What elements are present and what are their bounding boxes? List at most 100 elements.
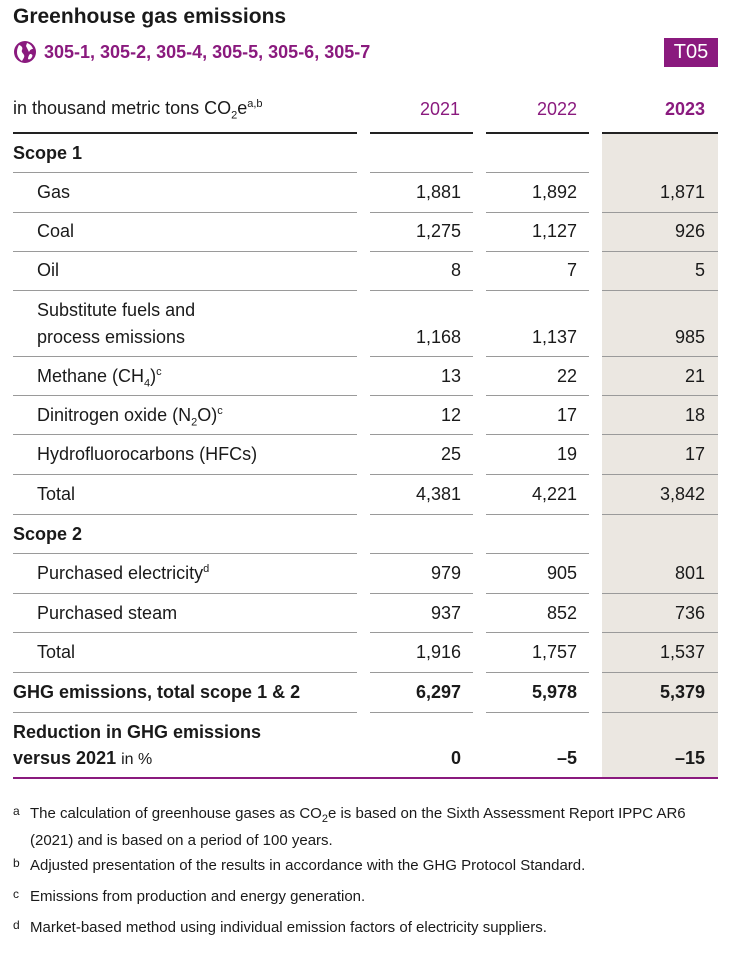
row-label-methane: Methane (CH4)c <box>37 366 162 390</box>
cell-methane-2022: 22 <box>556 366 577 386</box>
cell-scope2-total-2022: 1,757 <box>531 642 577 662</box>
row-divider <box>13 553 357 554</box>
footnote-d: d Market-based method using individual e… <box>13 918 547 936</box>
cell-coal-2022: 1,127 <box>531 221 577 241</box>
row-divider <box>486 395 589 396</box>
cell-substitute-2021: 1,168 <box>415 327 461 347</box>
scope2-heading: Scope 2 <box>13 524 83 544</box>
header-rule <box>602 132 718 134</box>
row-divider <box>370 474 473 475</box>
header-rule <box>486 132 589 134</box>
row-divider <box>602 593 718 594</box>
row-divider <box>13 672 357 673</box>
gri-codes: 305-1, 305-2, 305-4, 305-5, 305-6, 305-7 <box>44 41 371 62</box>
row-divider <box>370 712 473 713</box>
row-divider <box>602 672 718 673</box>
row-label-purchased-electricity: Purchased electricityd <box>37 563 210 583</box>
row-divider <box>486 514 589 515</box>
row-divider <box>13 356 357 357</box>
cell-methane-2021: 13 <box>440 366 461 386</box>
row-divider <box>370 672 473 673</box>
header-rule <box>370 132 473 134</box>
row-divider <box>602 356 718 357</box>
row-divider <box>370 434 473 435</box>
cell-steam-2023: 736 <box>674 603 705 623</box>
row-divider <box>486 212 589 213</box>
globe-icon <box>14 41 36 63</box>
row-divider <box>602 632 718 633</box>
row-divider <box>602 212 718 213</box>
row-divider <box>602 514 718 515</box>
footnote-a: a The calculation of greenhouse gases as… <box>13 804 686 849</box>
row-divider <box>602 395 718 396</box>
cell-ghg-total-2021: 6,297 <box>415 682 461 702</box>
cell-electricity-2021: 979 <box>430 563 461 583</box>
row-divider <box>486 251 589 252</box>
cell-reduction-2022: –5 <box>556 748 577 768</box>
row-divider <box>370 632 473 633</box>
row-divider <box>370 395 473 396</box>
table-id-badge: T05 <box>664 38 718 67</box>
cell-coal-2023: 926 <box>674 221 705 241</box>
year-2022-header: 2022 <box>536 99 577 119</box>
row-divider <box>486 474 589 475</box>
cell-ghg-total-2022: 5,978 <box>531 682 577 702</box>
row-divider <box>370 172 473 173</box>
row-divider <box>602 474 718 475</box>
row-label-ghg-total: GHG emissions, total scope 1 & 2 <box>13 682 301 702</box>
row-label-coal: Coal <box>37 221 75 241</box>
row-divider <box>370 212 473 213</box>
cell-substitute-2022: 1,137 <box>531 327 577 347</box>
gri-reference: 305-1, 305-2, 305-4, 305-5, 305-6, 305-7 <box>13 40 370 64</box>
row-divider <box>486 553 589 554</box>
row-label-purchased-steam: Purchased steam <box>37 603 178 623</box>
row-label-oil: Oil <box>37 260 59 280</box>
row-divider <box>13 632 357 633</box>
footnote-c: c Emissions from production and energy g… <box>13 887 366 905</box>
row-label-scope1-total: Total <box>37 484 76 504</box>
row-divider <box>13 251 357 252</box>
row-divider <box>13 395 357 396</box>
cell-oil-2023: 5 <box>694 260 705 280</box>
cell-dinitrogen-2023: 18 <box>684 405 705 425</box>
row-divider <box>13 172 357 173</box>
row-divider <box>370 356 473 357</box>
row-divider <box>486 434 589 435</box>
unit-label: in thousand metric tons CO2ea,b <box>13 98 263 122</box>
year-2021-header: 2021 <box>419 99 460 119</box>
row-divider <box>486 712 589 713</box>
row-label-dinitrogen-oxide: Dinitrogen oxide (N2O)c <box>37 405 223 429</box>
row-divider <box>602 251 718 252</box>
cell-reduction-2021: 0 <box>450 748 461 768</box>
cell-oil-2022: 7 <box>566 260 577 280</box>
row-divider <box>13 593 357 594</box>
cell-dinitrogen-2022: 17 <box>556 405 577 425</box>
row-label-gas: Gas <box>37 182 71 202</box>
highlight-column-2023 <box>602 134 718 779</box>
row-divider <box>13 514 357 515</box>
row-divider <box>486 632 589 633</box>
cell-hfc-2022: 19 <box>556 444 577 464</box>
row-divider <box>370 553 473 554</box>
cell-steam-2021: 937 <box>430 603 461 623</box>
row-divider <box>486 172 589 173</box>
row-divider <box>13 290 357 291</box>
row-label-scope2-total: Total <box>37 642 76 662</box>
cell-scope2-total-2021: 1,916 <box>415 642 461 662</box>
cell-hfc-2023: 17 <box>684 444 705 464</box>
row-divider <box>13 474 357 475</box>
cell-gas-2023: 1,871 <box>659 182 705 202</box>
cell-hfc-2021: 25 <box>440 444 461 464</box>
cell-gas-2021: 1,881 <box>415 182 461 202</box>
row-divider <box>602 712 718 713</box>
row-divider <box>370 593 473 594</box>
cell-gas-2022: 1,892 <box>531 182 577 202</box>
page-title: Greenhouse gas emissions <box>13 5 287 28</box>
row-divider <box>602 434 718 435</box>
cell-electricity-2022: 905 <box>546 563 577 583</box>
row-label-reduction-line2: versus 2021 in % <box>13 748 153 768</box>
row-divider <box>486 356 589 357</box>
scope1-heading: Scope 1 <box>13 143 83 163</box>
header-rule <box>13 132 357 134</box>
cell-steam-2022: 852 <box>546 603 577 623</box>
